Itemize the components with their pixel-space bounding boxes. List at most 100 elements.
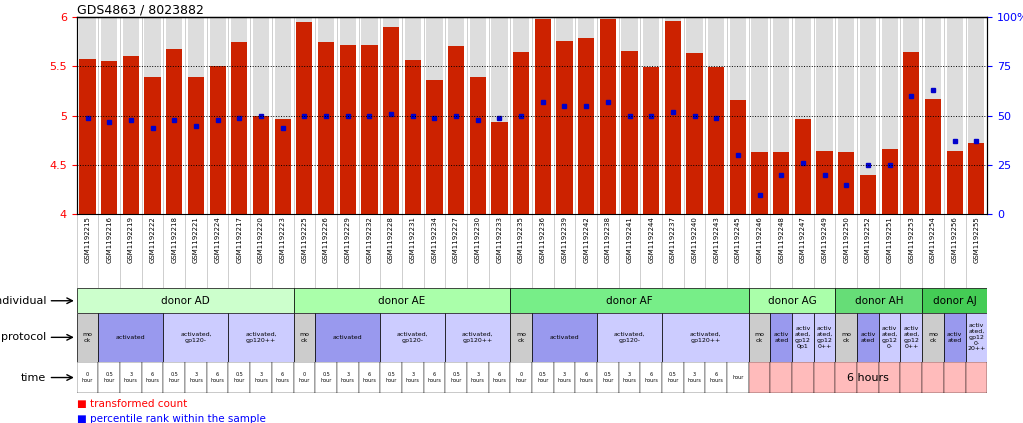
- Bar: [491, 17, 507, 214]
- Bar: [619, 362, 640, 393]
- Text: GSM1192246: GSM1192246: [757, 216, 762, 263]
- Bar: [838, 152, 854, 214]
- Text: 3
hours: 3 hours: [558, 372, 572, 383]
- Text: 6
hours: 6 hours: [145, 372, 160, 383]
- Text: 3
hours: 3 hours: [254, 372, 268, 383]
- Text: GSM1192242: GSM1192242: [583, 216, 589, 263]
- Text: 0.5
hour: 0.5 hour: [233, 372, 244, 383]
- Bar: [120, 362, 142, 393]
- Text: GSM1192247: GSM1192247: [800, 216, 806, 263]
- Bar: [557, 41, 573, 214]
- Text: GSM1192230: GSM1192230: [475, 216, 481, 263]
- Bar: [445, 313, 510, 362]
- Text: donor AD: donor AD: [161, 296, 210, 306]
- Bar: [553, 362, 575, 393]
- Bar: [708, 67, 724, 214]
- Text: GSM1192220: GSM1192220: [258, 216, 264, 263]
- Bar: [513, 52, 529, 214]
- Bar: [251, 362, 272, 393]
- Bar: [510, 313, 532, 362]
- Text: GSM1192253: GSM1192253: [908, 216, 915, 263]
- Bar: [166, 17, 182, 214]
- Text: 6
hours: 6 hours: [579, 372, 593, 383]
- Text: 0.5
hour: 0.5 hour: [450, 372, 461, 383]
- Bar: [879, 362, 900, 393]
- Bar: [729, 100, 746, 214]
- Bar: [860, 175, 876, 214]
- Text: 3
hours: 3 hours: [687, 372, 702, 383]
- Text: donor AH: donor AH: [854, 296, 903, 306]
- Text: activated: activated: [549, 335, 579, 340]
- Bar: [944, 313, 966, 362]
- Text: GSM1192251: GSM1192251: [887, 216, 893, 263]
- Bar: [231, 17, 248, 214]
- Text: 0
hour: 0 hour: [516, 372, 527, 383]
- Bar: [510, 362, 532, 393]
- Bar: [643, 67, 659, 214]
- Text: GSM1192240: GSM1192240: [692, 216, 698, 263]
- Bar: [836, 362, 857, 393]
- Text: GSM1192219: GSM1192219: [128, 216, 134, 263]
- Bar: [900, 313, 922, 362]
- Text: 0.5
hour: 0.5 hour: [103, 372, 115, 383]
- Text: activated,
gp120++: activated, gp120++: [462, 332, 493, 343]
- Text: GSM1192216: GSM1192216: [106, 216, 113, 263]
- Text: 0.5
hour: 0.5 hour: [169, 372, 180, 383]
- Text: GSM1192225: GSM1192225: [302, 216, 307, 263]
- Bar: [424, 362, 445, 393]
- Text: 3
hours: 3 hours: [341, 372, 355, 383]
- Text: mo
ck: mo ck: [517, 332, 526, 343]
- Bar: [882, 17, 898, 214]
- Bar: [80, 17, 96, 214]
- Bar: [922, 362, 944, 393]
- Text: activ
ated,
gp12
0++: activ ated, gp12 0++: [816, 326, 833, 349]
- Bar: [925, 17, 941, 214]
- Bar: [925, 99, 941, 214]
- Text: 0.5
hour: 0.5 hour: [320, 372, 331, 383]
- Bar: [708, 17, 724, 214]
- Bar: [749, 362, 770, 393]
- Bar: [749, 288, 836, 313]
- Bar: [946, 17, 963, 214]
- Bar: [922, 288, 987, 313]
- Bar: [445, 362, 466, 393]
- Bar: [686, 17, 703, 214]
- Bar: [621, 52, 637, 214]
- Bar: [706, 362, 727, 393]
- Bar: [752, 152, 767, 214]
- Bar: [383, 27, 399, 214]
- Text: GSM1192235: GSM1192235: [518, 216, 524, 263]
- Bar: [144, 77, 161, 214]
- Bar: [381, 313, 445, 362]
- Text: GSM1192231: GSM1192231: [410, 216, 415, 263]
- Text: GSM1192224: GSM1192224: [215, 216, 221, 263]
- Text: protocol: protocol: [1, 332, 46, 342]
- Text: GDS4863 / 8023882: GDS4863 / 8023882: [77, 4, 204, 17]
- Text: 0.5
hour: 0.5 hour: [667, 372, 678, 383]
- Text: 3
hours: 3 hours: [189, 372, 203, 383]
- Text: GSM1192256: GSM1192256: [951, 216, 958, 263]
- Bar: [470, 17, 486, 214]
- Text: GSM1192227: GSM1192227: [453, 216, 459, 263]
- Bar: [532, 362, 553, 393]
- Bar: [337, 362, 358, 393]
- Bar: [597, 362, 619, 393]
- Text: 6
hours: 6 hours: [276, 372, 290, 383]
- Bar: [470, 77, 486, 214]
- Bar: [922, 313, 944, 362]
- Bar: [358, 362, 381, 393]
- Bar: [98, 362, 120, 393]
- Text: activ
ated,
gp12
0p1: activ ated, gp12 0p1: [795, 326, 811, 349]
- Bar: [773, 152, 790, 214]
- Bar: [294, 288, 510, 313]
- Bar: [599, 17, 616, 214]
- Bar: [770, 313, 792, 362]
- Bar: [578, 17, 594, 214]
- Text: activ
ated,
gp12
0++: activ ated, gp12 0++: [903, 326, 920, 349]
- Text: ■ transformed count: ■ transformed count: [77, 399, 187, 409]
- Bar: [231, 41, 248, 214]
- Bar: [77, 313, 98, 362]
- Bar: [686, 53, 703, 214]
- Bar: [210, 66, 226, 214]
- Text: GSM1192237: GSM1192237: [670, 216, 676, 263]
